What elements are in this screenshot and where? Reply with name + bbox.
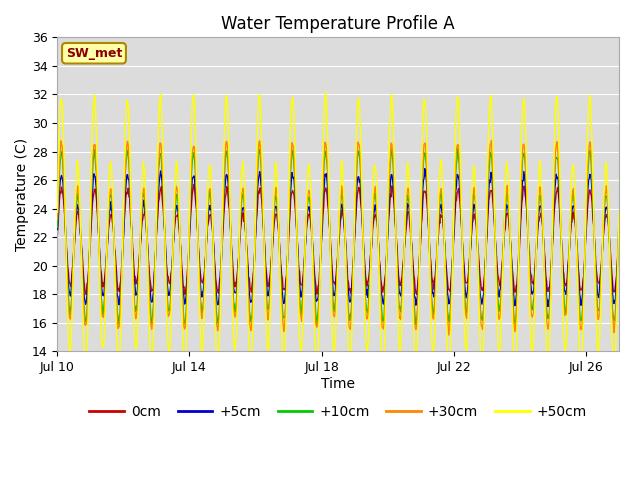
Legend: 0cm, +5cm, +10cm, +30cm, +50cm: 0cm, +5cm, +10cm, +30cm, +50cm bbox=[84, 399, 592, 424]
Y-axis label: Temperature (C): Temperature (C) bbox=[15, 138, 29, 251]
X-axis label: Time: Time bbox=[321, 377, 355, 391]
Title: Water Temperature Profile A: Water Temperature Profile A bbox=[221, 15, 455, 33]
Text: SW_met: SW_met bbox=[66, 47, 122, 60]
